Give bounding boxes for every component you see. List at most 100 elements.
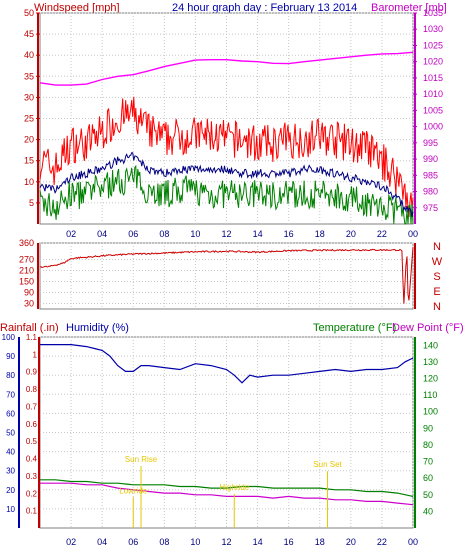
wind-y-tick-label: 25 xyxy=(24,114,34,124)
temp-y-tick-label: 140 xyxy=(423,340,438,350)
baro-y-tick-label: 1020 xyxy=(423,57,443,67)
compass-label: N xyxy=(433,241,441,253)
sun-annotation-label: Sun Rise xyxy=(125,455,158,464)
temp-axis-label: Temperature (°F) xyxy=(313,322,396,334)
temp-y-tick-label: 70 xyxy=(423,457,433,467)
wind-x-tick-label: 22 xyxy=(377,229,387,239)
baro-y-tick-label: 995 xyxy=(423,138,438,148)
wind-y-tick-label: 50 xyxy=(24,8,34,18)
rain-y-tick-label: 1.1 xyxy=(26,333,38,342)
wind-x-tick-label: 14 xyxy=(253,229,263,239)
wind-x-tick-label: 02 xyxy=(66,229,76,239)
barometer-line xyxy=(39,51,414,86)
baro-y-tick-label: 975 xyxy=(423,203,438,213)
direction-y-tick-label: 210 xyxy=(19,266,34,276)
humidity-y-tick-label: 70 xyxy=(6,390,15,399)
rain-y-tick-label: 0.1 xyxy=(26,507,38,516)
climate-x-tick-label: 20 xyxy=(346,537,356,547)
humidity-line xyxy=(40,344,414,384)
dew-axis-label: Dew Point (°F) xyxy=(392,322,464,334)
direction-y-tick-label: 30 xyxy=(24,299,34,309)
climate-x-tick-label: 00 xyxy=(408,537,418,547)
direction-y-tick-label: 150 xyxy=(19,277,34,287)
temp-y-tick-label: 90 xyxy=(423,423,433,433)
wind-y-tick-label: 45 xyxy=(24,29,34,39)
direction-y-tick-label: 270 xyxy=(19,255,34,265)
climate-x-tick-label: 22 xyxy=(377,537,387,547)
humidity-y-tick-label: 90 xyxy=(6,352,15,361)
baro-y-tick-label: 1030 xyxy=(423,24,443,34)
temperature-line xyxy=(40,479,414,497)
rain-y-tick-label: 0.6 xyxy=(26,420,38,429)
climate-x-tick-label: 14 xyxy=(253,537,263,547)
rain-y-tick-label: 1 xyxy=(33,350,38,359)
climate-x-tick-label: 08 xyxy=(159,537,169,547)
rain-y-tick-label: 0.9 xyxy=(26,368,38,377)
wind-x-tick-label: 00 xyxy=(408,229,418,239)
wind-x-tick-label: 20 xyxy=(346,229,356,239)
temp-y-tick-label: 40 xyxy=(423,506,433,516)
humidity-y-tick-label: 20 xyxy=(6,486,15,495)
baro-y-tick-label: 1010 xyxy=(423,89,443,99)
direction-y-tick-label: 90 xyxy=(24,288,34,298)
wind-y-tick-label: 5 xyxy=(29,198,34,208)
climate-x-tick-label: 10 xyxy=(190,537,200,547)
humidity-y-tick-label: 80 xyxy=(6,371,15,380)
wind-x-tick-label: 16 xyxy=(284,229,294,239)
dewpoint-line xyxy=(40,482,414,506)
wind-gust-line xyxy=(39,96,414,218)
baro-y-tick-label: 990 xyxy=(423,154,438,164)
wind-y-tick-label: 30 xyxy=(24,92,34,102)
wind-x-tick-label: 12 xyxy=(221,229,231,239)
climate-x-tick-label: 02 xyxy=(66,537,76,547)
compass-label: N xyxy=(433,301,441,313)
temp-y-tick-label: 100 xyxy=(423,407,438,417)
rain-y-tick-label: 0.4 xyxy=(26,455,38,464)
temp-y-tick-label: 60 xyxy=(423,473,433,483)
temp-y-tick-label: 130 xyxy=(423,357,438,367)
climate-x-tick-label: 12 xyxy=(221,537,231,547)
compass-label: W xyxy=(432,256,443,268)
humidity-y-tick-label: 10 xyxy=(6,505,15,514)
wind-x-tick-label: 08 xyxy=(159,229,169,239)
humidity-y-tick-label: 60 xyxy=(6,409,15,418)
rain-y-tick-label: 0.7 xyxy=(26,402,38,411)
baro-y-tick-label: 1025 xyxy=(423,40,443,50)
humidity-y-tick-label: 50 xyxy=(6,429,15,438)
temp-y-tick-label: 80 xyxy=(423,440,433,450)
wind-direction-line xyxy=(39,247,414,304)
wind-y-tick-label: 10 xyxy=(24,177,34,187)
wind-speed-line xyxy=(39,164,414,225)
graph-title: 24 hour graph day : February 13 2014 xyxy=(172,2,357,14)
wind-y-tick-label: 20 xyxy=(24,135,34,145)
wind-average-line xyxy=(39,152,414,217)
climate-x-tick-label: 06 xyxy=(128,537,138,547)
rain-y-tick-label: 0.2 xyxy=(26,489,38,498)
direction-y-tick-label: 360 xyxy=(19,238,34,248)
wind-x-tick-label: 06 xyxy=(128,229,138,239)
wind-x-tick-label: 18 xyxy=(315,229,325,239)
rain-y-tick-label: 0.5 xyxy=(26,437,38,446)
temp-y-tick-label: 110 xyxy=(423,390,437,400)
chart-layer: 02 04 06 08 10 12 14 16 18 20 22 005101520253035404… xyxy=(2,8,443,547)
humidity-y-tick-label: 30 xyxy=(6,467,15,476)
compass-label: S xyxy=(433,271,440,283)
baro-y-tick-label: 985 xyxy=(423,170,438,180)
rain-axis-label: Rainfall (.in) xyxy=(0,322,59,334)
climate-x-tick-label: 04 xyxy=(97,537,107,547)
baro-y-tick-label: 1000 xyxy=(423,122,443,132)
wind-y-tick-label: 35 xyxy=(24,71,34,81)
wind-x-tick-label: 04 xyxy=(97,229,107,239)
wind-y-tick-label: 40 xyxy=(24,50,34,60)
baro-y-tick-label: 1035 xyxy=(423,8,443,18)
wind-x-tick-label: 10 xyxy=(190,229,200,239)
baro-y-tick-label: 980 xyxy=(423,187,438,197)
sun-annotation-label: Lowride xyxy=(119,486,148,495)
climate-x-tick-label: 18 xyxy=(315,537,325,547)
climate-x-tick-label: 16 xyxy=(284,537,294,547)
sun-annotation-label: Sun Set xyxy=(313,460,342,469)
sun-annotation-label: Highride xyxy=(219,483,249,492)
rain-y-tick-label: 0.3 xyxy=(26,472,38,481)
humidity-y-tick-label: 40 xyxy=(6,448,15,457)
